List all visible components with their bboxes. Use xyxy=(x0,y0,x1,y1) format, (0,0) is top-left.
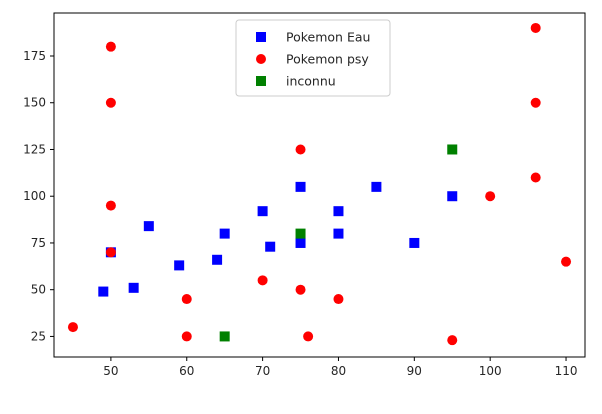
x-tick-label: 90 xyxy=(407,364,422,378)
data-point-square xyxy=(295,181,306,192)
data-point-circle xyxy=(447,335,458,346)
legend-label: inconnu xyxy=(286,74,336,89)
y-tick-label: 75 xyxy=(31,236,46,250)
data-point-square xyxy=(447,144,458,155)
data-point-square xyxy=(447,191,458,202)
y-axis: 25 50 75 100 125 150 175 xyxy=(23,49,54,343)
legend-marker xyxy=(256,54,266,64)
data-point-square xyxy=(128,282,139,293)
legend-label: Pokemon psy xyxy=(286,52,369,67)
data-point-circle xyxy=(105,41,116,52)
data-point-square xyxy=(219,228,230,239)
data-point-circle xyxy=(295,144,306,155)
data-point-circle xyxy=(181,294,192,305)
data-point-square xyxy=(212,254,223,265)
y-tick-label: 50 xyxy=(31,283,46,297)
data-point-square xyxy=(333,206,344,217)
data-point-circle xyxy=(530,172,541,183)
data-point-square xyxy=(98,286,109,297)
data-point-square xyxy=(143,221,154,232)
data-point-circle xyxy=(295,284,306,295)
plot-frame xyxy=(53,12,586,358)
y-tick-label: 25 xyxy=(31,329,46,343)
data-point-circle xyxy=(105,200,116,211)
data-markers xyxy=(67,22,572,346)
series-0 xyxy=(98,181,458,297)
data-point-square xyxy=(295,237,306,248)
data-point-square xyxy=(409,237,420,248)
data-point-circle xyxy=(105,247,116,258)
series-1 xyxy=(67,22,572,346)
x-tick-label: 80 xyxy=(331,364,346,378)
series-2 xyxy=(219,144,458,342)
y-tick-label: 125 xyxy=(23,142,46,156)
y-tick-label: 175 xyxy=(23,49,46,63)
legend-marker xyxy=(256,76,266,86)
data-point-circle xyxy=(530,22,541,33)
data-point-square xyxy=(219,331,230,342)
x-tick-label: 60 xyxy=(179,364,194,378)
data-point-square xyxy=(333,228,344,239)
data-point-circle xyxy=(105,97,116,108)
x-tick-label: 50 xyxy=(103,364,118,378)
data-point-square xyxy=(265,241,276,252)
legend: Pokemon Eau Pokemon psy inconnu xyxy=(235,19,391,97)
legend-marker xyxy=(256,32,266,42)
data-point-circle xyxy=(530,97,541,108)
x-tick-label: 100 xyxy=(479,364,502,378)
y-tick-label: 150 xyxy=(23,96,46,110)
legend-box xyxy=(235,19,391,97)
data-point-circle xyxy=(257,275,268,286)
data-point-square xyxy=(257,206,268,217)
x-tick-label: 70 xyxy=(255,364,270,378)
data-point-circle xyxy=(181,331,192,342)
data-point-square xyxy=(174,260,185,271)
legend-label: Pokemon Eau xyxy=(286,30,370,45)
data-point-circle xyxy=(485,191,496,202)
x-tick-label: 110 xyxy=(555,364,578,378)
y-tick-label: 100 xyxy=(23,189,46,203)
data-point-circle xyxy=(561,256,572,267)
data-point-circle xyxy=(67,322,78,333)
data-point-circle xyxy=(333,294,344,305)
x-axis: 50 60 70 80 90 100 110 xyxy=(103,357,577,378)
plot-area xyxy=(53,12,586,358)
data-point-square xyxy=(371,181,382,192)
data-point-circle xyxy=(303,331,314,342)
data-point-square xyxy=(295,228,306,239)
